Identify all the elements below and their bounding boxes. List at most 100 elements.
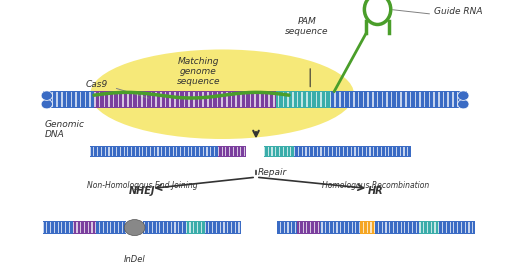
Bar (372, 92, 374, 107)
Bar (427, 222, 428, 233)
Bar (450, 222, 451, 233)
Bar (353, 92, 355, 107)
Bar (142, 147, 143, 156)
Bar (265, 152, 294, 157)
Bar (268, 92, 270, 107)
Bar (178, 222, 179, 233)
Bar (419, 92, 421, 107)
Bar (118, 222, 119, 233)
Bar (419, 221, 439, 227)
Bar (146, 92, 147, 107)
Bar (103, 92, 105, 107)
Bar (264, 92, 265, 107)
Bar (185, 227, 205, 234)
Bar (396, 92, 397, 107)
Bar (429, 92, 430, 107)
Bar (317, 222, 319, 233)
Bar (294, 152, 411, 157)
Bar (370, 222, 372, 233)
Bar (412, 222, 413, 233)
Bar (464, 222, 466, 233)
Bar (221, 92, 223, 107)
Bar (268, 147, 269, 156)
Bar (302, 92, 303, 107)
Bar (334, 92, 336, 107)
Bar (46, 222, 48, 233)
Bar (265, 146, 294, 152)
Bar (382, 222, 383, 233)
Bar (298, 147, 299, 156)
Bar (370, 147, 371, 156)
Bar (123, 147, 124, 156)
Bar (457, 92, 458, 107)
Bar (340, 222, 342, 233)
Bar (352, 222, 353, 233)
Bar (99, 222, 100, 233)
Bar (201, 222, 202, 233)
Bar (132, 92, 133, 107)
Bar (210, 147, 211, 156)
Text: HR: HR (368, 186, 383, 196)
Bar (315, 92, 317, 107)
Bar (377, 92, 378, 107)
Bar (295, 222, 296, 233)
Text: Guide RNA: Guide RNA (434, 7, 483, 16)
Bar (347, 147, 348, 156)
Bar (66, 92, 68, 107)
Bar (244, 147, 245, 156)
Bar (375, 227, 475, 234)
Bar (240, 92, 242, 107)
Bar (309, 147, 310, 156)
Bar (54, 222, 55, 233)
Bar (222, 147, 223, 156)
Bar (317, 147, 318, 156)
Bar (405, 92, 407, 107)
Bar (249, 92, 251, 107)
Bar (377, 147, 378, 156)
Bar (73, 227, 96, 234)
Bar (220, 222, 221, 233)
Bar (43, 221, 126, 227)
Bar (122, 92, 124, 107)
Bar (362, 147, 363, 156)
Bar (314, 222, 315, 233)
Bar (92, 222, 93, 233)
Bar (374, 222, 375, 233)
Bar (90, 146, 218, 152)
Bar (333, 222, 334, 233)
Bar (419, 222, 420, 233)
Bar (156, 222, 157, 233)
Bar (169, 92, 171, 107)
Bar (94, 92, 170, 100)
Bar (303, 222, 304, 233)
Bar (404, 222, 406, 233)
Bar (118, 92, 119, 107)
Bar (73, 222, 74, 233)
Ellipse shape (458, 99, 469, 109)
Bar (332, 147, 333, 156)
Bar (254, 92, 256, 107)
Bar (127, 147, 129, 156)
Bar (184, 147, 185, 156)
Bar (419, 227, 439, 234)
Bar (264, 147, 265, 156)
Bar (42, 92, 44, 107)
Text: Repair: Repair (258, 168, 287, 177)
Bar (114, 222, 115, 233)
Bar (328, 147, 329, 156)
Bar (182, 222, 183, 233)
Bar (197, 222, 198, 233)
Bar (95, 222, 96, 233)
Bar (191, 147, 193, 156)
Bar (375, 221, 475, 227)
Bar (366, 147, 367, 156)
Text: InDel: InDel (124, 255, 145, 263)
Bar (84, 92, 86, 107)
Bar (159, 222, 160, 233)
Bar (125, 222, 126, 233)
Bar (276, 222, 278, 233)
Bar (90, 152, 218, 157)
Bar (368, 92, 369, 107)
Bar (240, 147, 242, 156)
Bar (57, 222, 59, 233)
